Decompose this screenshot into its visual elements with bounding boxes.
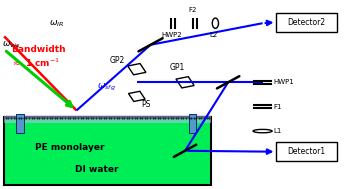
Text: $\omega_{sfg}$: $\omega_{sfg}$: [97, 82, 116, 94]
Text: HWP2: HWP2: [161, 32, 182, 38]
Bar: [16, 114, 24, 133]
Text: $\approx$ 1 cm$^{-1}$: $\approx$ 1 cm$^{-1}$: [11, 56, 60, 69]
Bar: [128, 91, 145, 101]
Text: DI water: DI water: [75, 165, 119, 174]
Text: $\omega_{IR}$: $\omega_{IR}$: [49, 19, 64, 29]
Text: L1: L1: [273, 128, 281, 134]
Text: F1: F1: [273, 104, 281, 110]
Text: HWP1: HWP1: [273, 79, 294, 85]
Text: Detector1: Detector1: [288, 147, 326, 156]
Bar: [189, 114, 196, 133]
Text: GP2: GP2: [109, 56, 125, 65]
Text: Bandwidth: Bandwidth: [11, 45, 66, 54]
Ellipse shape: [253, 129, 272, 133]
Text: L2: L2: [210, 32, 218, 38]
Text: $\omega_{vis}$: $\omega_{vis}$: [2, 40, 21, 50]
Bar: [276, 142, 337, 161]
Text: Detector2: Detector2: [288, 18, 326, 27]
Bar: [128, 64, 146, 75]
Text: PE monolayer: PE monolayer: [35, 143, 104, 152]
Bar: [276, 13, 337, 32]
Bar: [176, 77, 194, 88]
Bar: [4, 117, 211, 184]
Text: PS: PS: [141, 100, 151, 109]
Text: GP1: GP1: [170, 63, 185, 72]
Text: F2: F2: [189, 7, 197, 13]
Bar: [4, 115, 211, 123]
Ellipse shape: [212, 18, 218, 28]
